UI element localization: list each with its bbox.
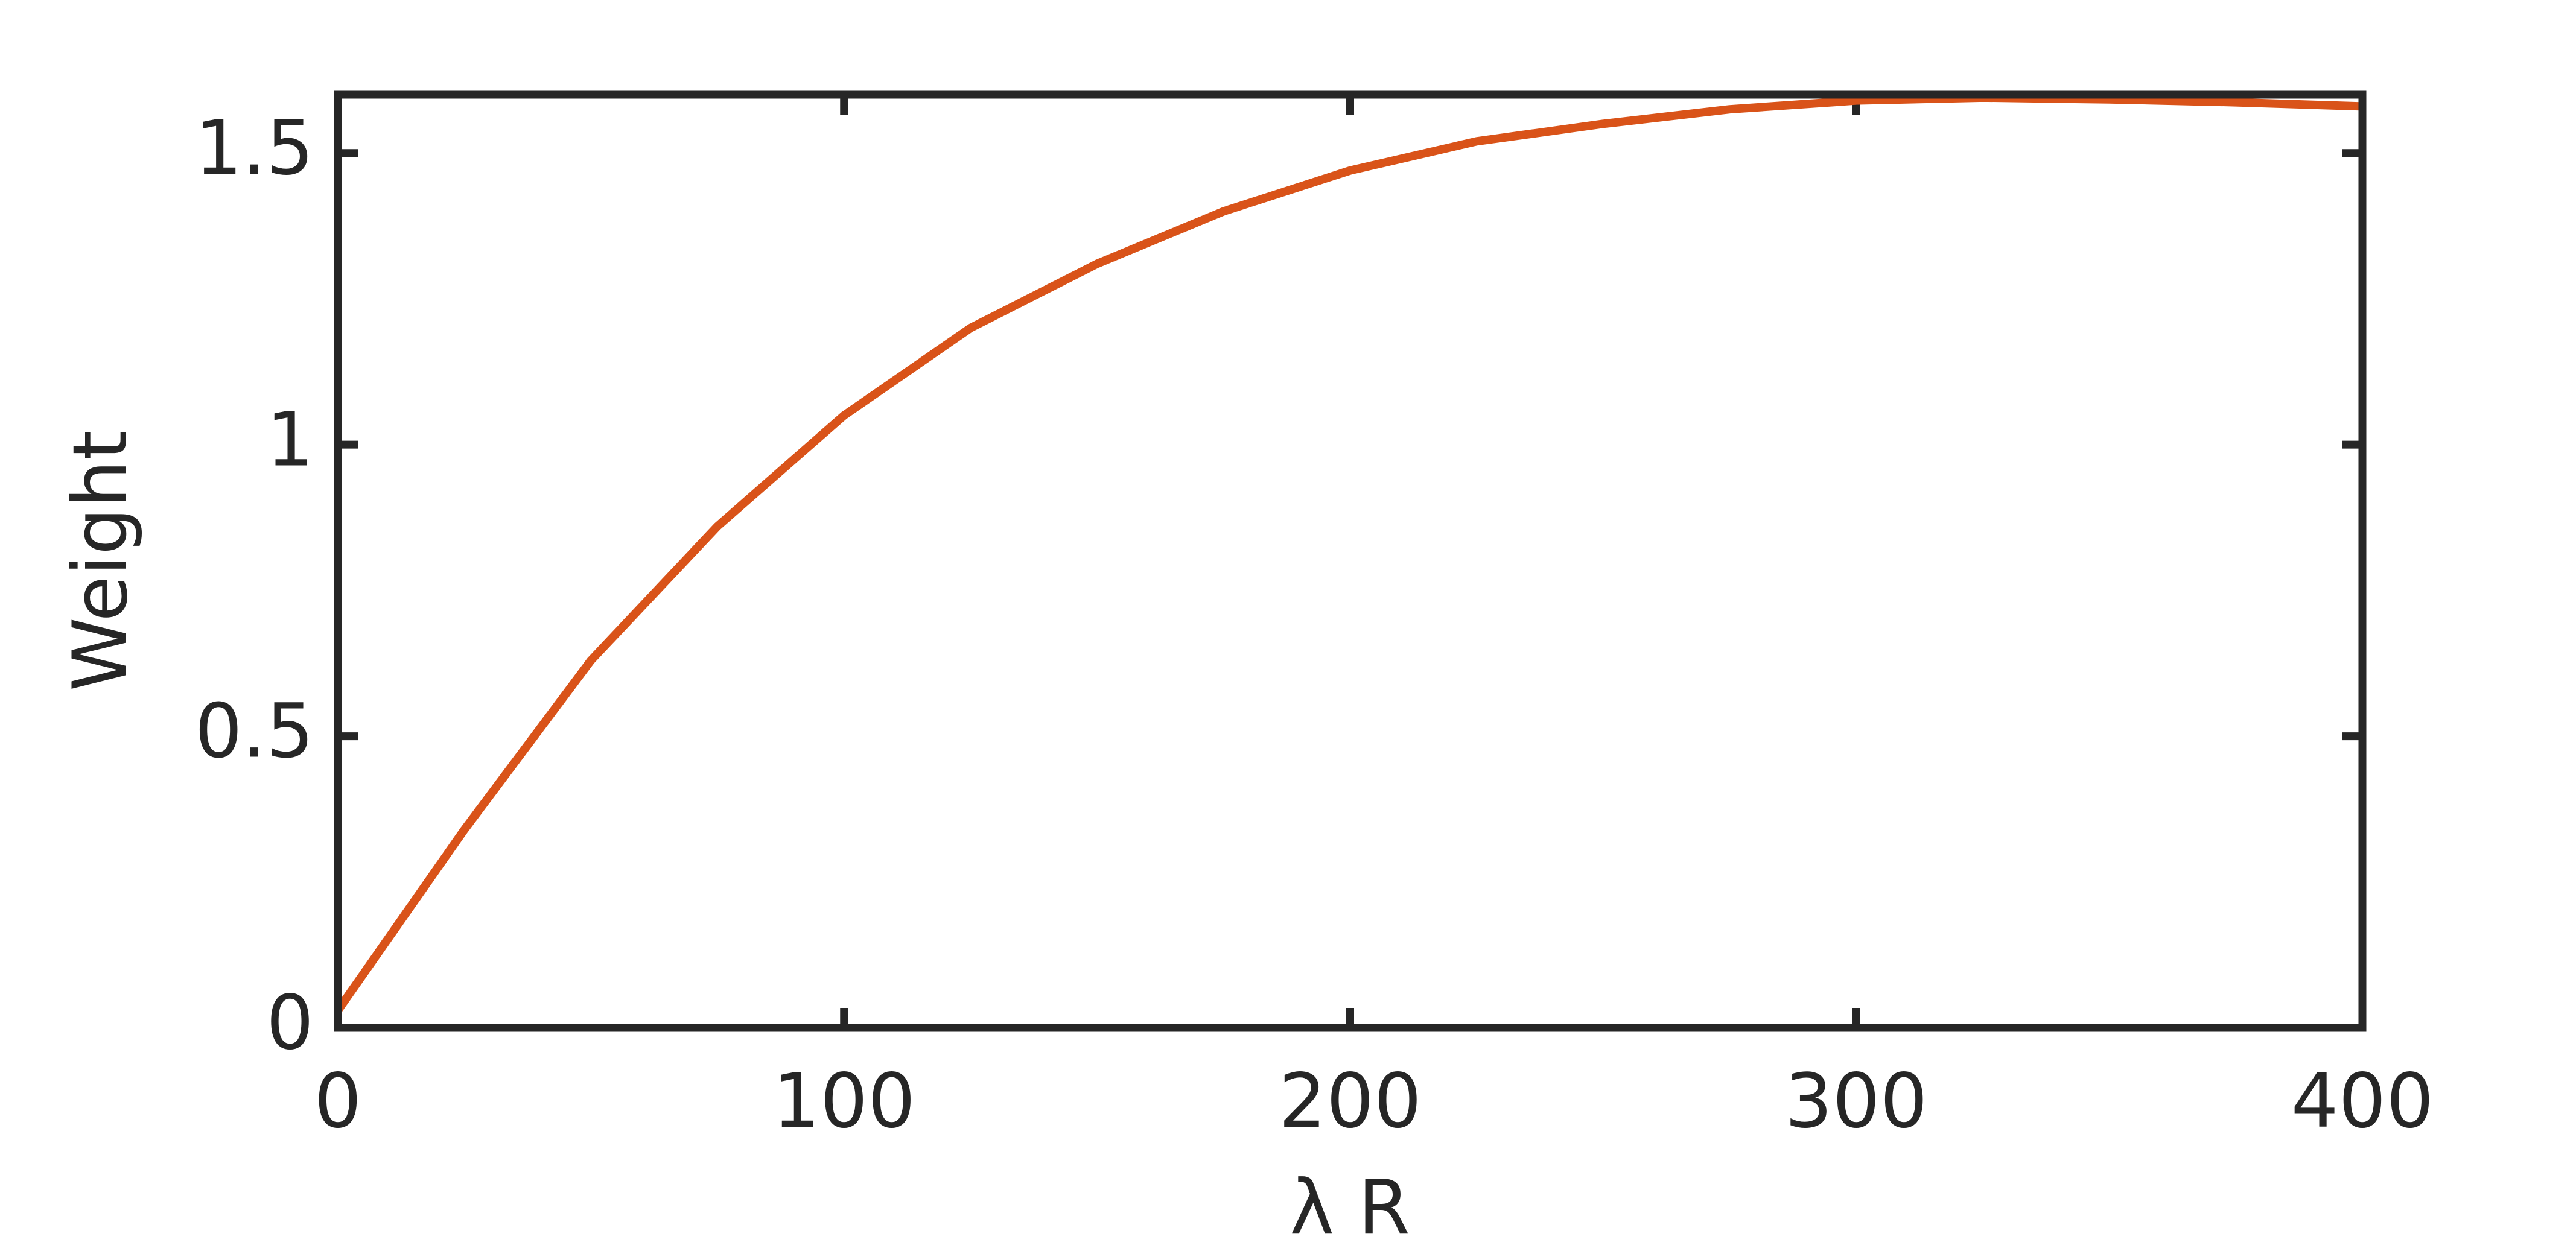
- x-tick-label: 300: [1785, 1058, 1928, 1145]
- y-axis-label: Weight: [57, 431, 144, 691]
- line: [334, 93, 2363, 1013]
- y-tick-label: 0.5: [195, 688, 314, 775]
- x-tick-label: 0: [314, 1058, 362, 1145]
- x-tick-label: 200: [1279, 1058, 1422, 1145]
- plot-frame: [334, 90, 2367, 1032]
- x-axis-label: λ R: [1290, 1164, 1410, 1248]
- y-tick-label: 0: [266, 980, 314, 1066]
- y-tick-label: 1.5: [195, 105, 314, 192]
- x-tick-label: 400: [2291, 1058, 2434, 1145]
- y-tick-label: 1: [266, 396, 314, 483]
- x-tick-label: 100: [772, 1058, 915, 1145]
